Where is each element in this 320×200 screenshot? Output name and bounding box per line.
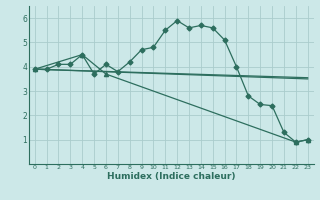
X-axis label: Humidex (Indice chaleur): Humidex (Indice chaleur) (107, 172, 236, 181)
